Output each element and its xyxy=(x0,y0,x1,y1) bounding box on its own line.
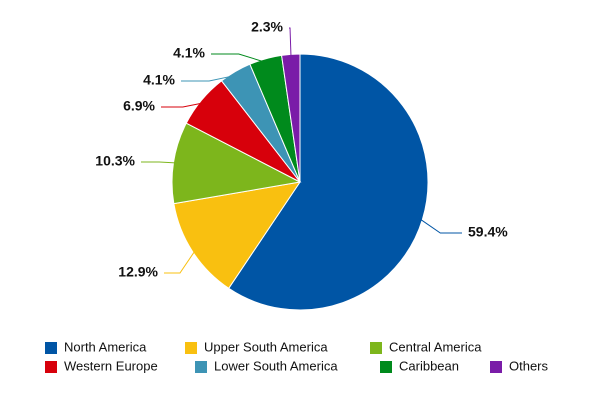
leader-line xyxy=(211,53,267,64)
legend-label: Western Europe xyxy=(64,358,158,373)
legend-swatch xyxy=(380,361,392,373)
legend-label: Caribbean xyxy=(399,358,459,373)
data-label: 4.1% xyxy=(143,72,175,88)
legend-label: Upper South America xyxy=(204,339,328,354)
pie-slice xyxy=(228,53,429,311)
data-label: 6.9% xyxy=(123,98,155,114)
leader-line xyxy=(164,249,197,274)
leader-line xyxy=(418,217,462,234)
data-label: 59.4% xyxy=(468,224,508,240)
legend-label: Others xyxy=(509,358,549,373)
legend-swatch xyxy=(490,361,502,373)
legend-label: North America xyxy=(64,339,147,354)
data-label: 2.3% xyxy=(251,19,283,35)
legend-swatch xyxy=(45,361,57,373)
legend-swatch xyxy=(195,361,207,373)
pie-slice xyxy=(173,181,302,290)
leader-line xyxy=(161,102,205,108)
leader-line xyxy=(181,74,238,82)
legend-label: Central America xyxy=(389,339,482,354)
legend-swatch xyxy=(45,342,57,354)
data-label: 4.1% xyxy=(173,45,205,61)
data-label: 10.3% xyxy=(95,153,135,169)
leader-line xyxy=(141,161,178,164)
legend-label: Lower South America xyxy=(214,358,338,373)
legend-swatch xyxy=(370,342,382,354)
leader-line xyxy=(289,27,292,59)
data-label: 12.9% xyxy=(118,264,158,280)
legend-swatch xyxy=(185,342,197,354)
